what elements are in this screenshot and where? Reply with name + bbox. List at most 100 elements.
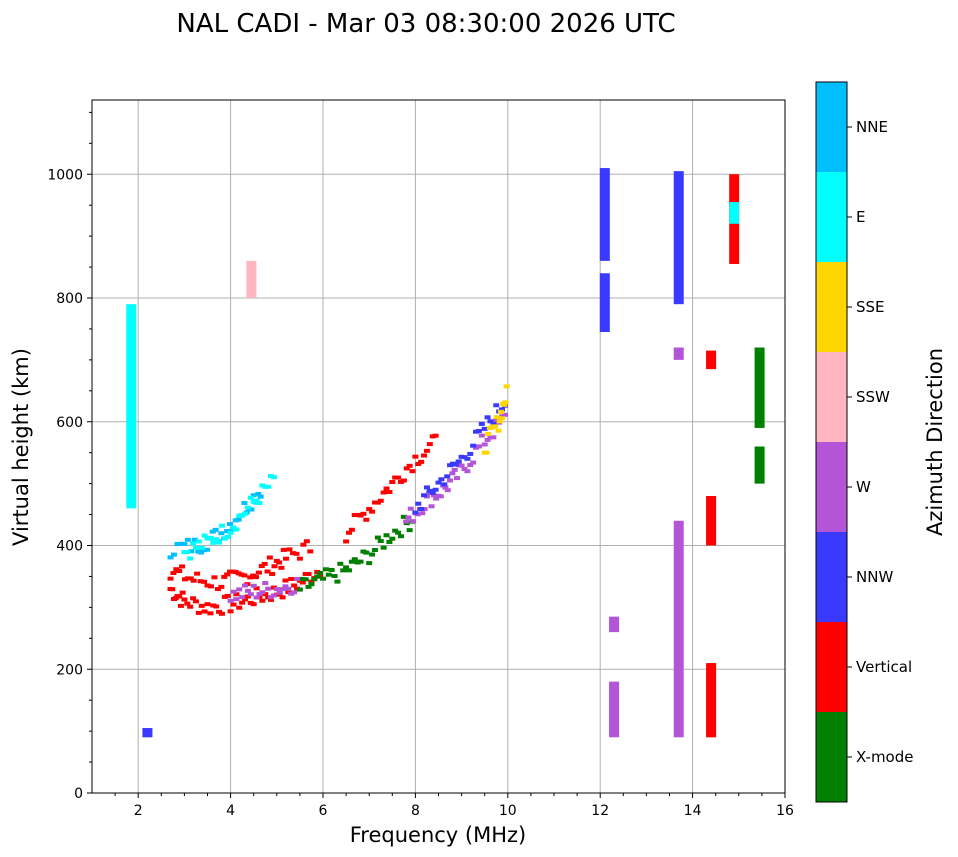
echo-mark xyxy=(374,535,381,540)
echo-mark xyxy=(343,565,350,570)
echo-mark xyxy=(444,474,451,479)
echo-mark xyxy=(305,584,312,589)
colorbar-category-label: X-mode xyxy=(856,748,913,766)
echo-mark xyxy=(269,571,276,576)
colorbar-category-label: NNE xyxy=(856,118,888,136)
echo-mark xyxy=(426,442,433,447)
echo-mark xyxy=(383,533,390,538)
echo-mark xyxy=(218,611,225,616)
echo-mark xyxy=(433,496,440,501)
echo-mark xyxy=(247,592,254,597)
echo-mark xyxy=(169,587,176,592)
echo-mark xyxy=(415,501,422,506)
echo-mark xyxy=(461,467,468,472)
echo-mark xyxy=(475,444,482,449)
echo-mark xyxy=(395,530,402,535)
data-segment xyxy=(126,304,137,509)
echo-mark xyxy=(177,541,184,546)
echo-mark xyxy=(285,586,292,591)
echo-mark xyxy=(392,528,399,533)
echo-mark xyxy=(270,475,277,480)
echo-mark xyxy=(421,507,428,512)
colorbar-category-label: W xyxy=(856,478,871,496)
echo-mark xyxy=(236,587,243,592)
echo-mark xyxy=(415,461,422,466)
echo-mark xyxy=(224,593,231,598)
echo-mark xyxy=(403,519,410,524)
data-segment xyxy=(754,347,765,428)
echo-mark xyxy=(250,493,257,498)
echo-mark xyxy=(497,409,504,414)
echo-mark xyxy=(432,433,439,438)
echo-mark xyxy=(428,504,435,509)
echo-mark xyxy=(211,575,218,580)
echo-mark xyxy=(174,541,181,546)
echo-mark xyxy=(481,442,488,447)
y-tick-label: 600 xyxy=(56,415,83,431)
echo-mark xyxy=(412,454,419,459)
echo-mark xyxy=(400,514,407,519)
echo-mark xyxy=(337,561,344,566)
x-axis-label: Frequency (MHz) xyxy=(350,823,526,847)
echo-mark xyxy=(282,584,289,589)
echo-mark xyxy=(400,478,407,483)
echo-mark xyxy=(395,475,402,480)
echo-mark xyxy=(397,534,404,539)
colorbar-segment xyxy=(816,622,847,712)
echo-mark xyxy=(501,402,508,407)
echo-mark xyxy=(276,590,283,595)
y-tick-label: 1000 xyxy=(47,167,83,183)
echo-mark xyxy=(191,537,198,542)
echo-mark xyxy=(265,586,272,591)
echo-mark xyxy=(441,482,448,487)
echo-mark xyxy=(188,549,195,554)
echo-mark xyxy=(311,577,318,582)
echo-mark xyxy=(377,498,384,503)
echo-mark xyxy=(348,559,355,564)
echo-mark xyxy=(317,570,324,575)
x-tick-label: 2 xyxy=(134,803,143,819)
echo-mark xyxy=(412,510,419,515)
echo-mark xyxy=(265,484,272,489)
data-segment xyxy=(246,260,257,298)
echo-mark xyxy=(455,459,462,464)
echo-mark xyxy=(278,565,285,570)
echo-mark xyxy=(257,494,264,499)
echo-mark xyxy=(242,583,249,588)
colorbar-segment xyxy=(816,442,847,532)
data-marks xyxy=(126,168,765,738)
echo-mark xyxy=(170,571,177,576)
echo-mark xyxy=(478,433,485,438)
echo-mark xyxy=(487,419,494,424)
echo-mark xyxy=(406,463,413,468)
echo-mark xyxy=(213,537,220,542)
echo-mark xyxy=(227,598,234,603)
echo-mark xyxy=(305,571,312,576)
x-tick-label: 8 xyxy=(411,803,420,819)
echo-mark xyxy=(307,549,314,554)
echo-mark xyxy=(264,569,271,574)
echo-mark xyxy=(322,567,329,572)
echo-mark xyxy=(187,604,194,609)
echo-mark xyxy=(198,550,205,555)
colorbar-segment xyxy=(816,352,847,442)
echo-mark xyxy=(314,574,321,579)
data-segment xyxy=(706,350,717,370)
echo-mark xyxy=(484,437,491,442)
echo-mark xyxy=(179,564,186,569)
echo-mark xyxy=(239,600,246,605)
echo-mark xyxy=(442,485,449,490)
echo-mark xyxy=(172,596,179,601)
echo-mark xyxy=(435,480,442,485)
echo-mark xyxy=(418,459,425,464)
echo-mark xyxy=(366,507,373,512)
data-segment xyxy=(609,681,620,738)
echo-mark xyxy=(253,498,260,503)
colorbar-frame xyxy=(815,81,848,803)
echo-mark xyxy=(248,507,255,512)
echo-mark xyxy=(410,519,417,524)
echo-mark xyxy=(291,583,298,588)
echo-mark xyxy=(244,505,251,510)
echo-mark xyxy=(204,583,211,588)
echo-mark xyxy=(421,453,428,458)
